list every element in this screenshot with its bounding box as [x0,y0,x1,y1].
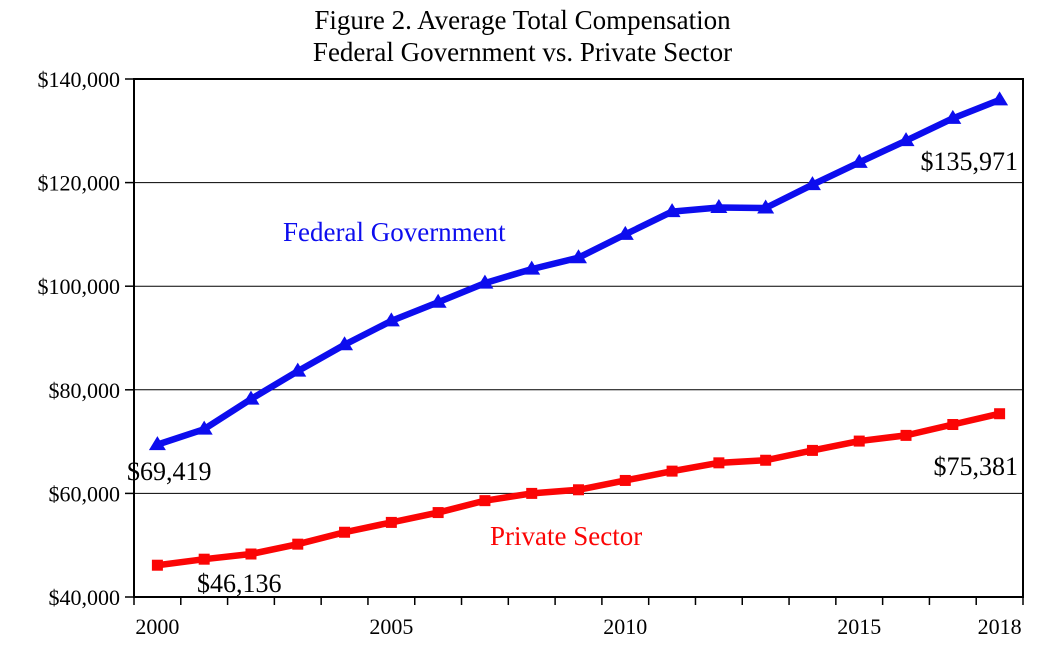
marker-triangle-federal-government [663,203,681,218]
chart-title-line2: Federal Government vs. Private Sector [312,37,733,67]
y-tick-label: $100,000 [38,274,121,299]
marker-square-private-sector [760,454,772,466]
marker-square-private-sector [573,484,584,496]
marker-triangle-federal-government [289,362,307,377]
marker-triangle-federal-government [336,336,354,351]
marker-triangle-federal-government [850,153,868,168]
marker-triangle-federal-government [757,199,775,214]
marker-triangle-federal-government [242,390,260,405]
marker-triangle-federal-government [803,176,821,191]
marker-square-private-sector [339,526,351,538]
chart-title-line1: Figure 2. Average Total Compensation [314,5,731,35]
annotation-private-start-value: $46,136 [197,569,282,598]
marker-square-private-sector [713,457,725,469]
marker-triangle-federal-government [944,109,962,124]
y-tick-label: $60,000 [49,481,121,506]
marker-square-private-sector [245,548,257,560]
marker-square-private-sector [666,465,678,477]
chart-title: Figure 2. Average Total Compensation Fed… [0,4,1045,68]
marker-square-private-sector [947,419,959,431]
marker-square-private-sector [292,538,304,550]
series-label-federal: Federal Government [283,217,506,247]
marker-triangle-federal-government [570,249,587,264]
plot-frame [133,78,1024,598]
x-tick-label: 2005 [369,614,413,639]
marker-square-private-sector [151,559,163,571]
marker-square-private-sector [994,408,1006,420]
marker-triangle-federal-government [429,293,447,308]
annotation-private-end-value: $75,381 [933,452,1019,481]
marker-square-private-sector [198,553,210,565]
marker-triangle-federal-government [476,274,494,289]
y-tick-label: $80,000 [49,378,121,403]
y-tick-label: $140,000 [38,67,121,92]
marker-square-private-sector [432,507,444,519]
marker-square-private-sector [479,495,491,507]
annotation-federal-end-value: $135,971 [920,147,1019,176]
x-tick-label: 2015 [837,614,881,639]
series-line-federal-government [154,96,1003,448]
marker-triangle-federal-government [991,91,1009,106]
annotation-federal-start-value: $69,419 [127,457,212,486]
series-label-private: Private Sector [490,521,643,551]
y-tick-label: $120,000 [38,171,121,196]
marker-triangle-federal-government [616,225,634,240]
x-tick-label: 2018 [978,614,1022,639]
marker-square-private-sector [526,487,538,499]
marker-triangle-federal-government [382,312,400,327]
marker-square-private-sector [900,429,912,441]
marker-square-private-sector [385,516,397,528]
marker-triangle-federal-government [710,198,728,213]
marker-square-private-sector [619,474,631,486]
marker-triangle-federal-government [195,420,213,435]
marker-square-private-sector [806,444,818,456]
y-tick-label: $40,000 [49,585,121,610]
marker-square-private-sector [853,435,865,447]
x-tick-label: 2010 [603,614,647,639]
marker-triangle-federal-government [523,260,541,275]
x-tick-label: 2000 [135,614,179,639]
marker-triangle-federal-government [897,132,915,147]
marker-triangle-federal-government [148,436,166,451]
